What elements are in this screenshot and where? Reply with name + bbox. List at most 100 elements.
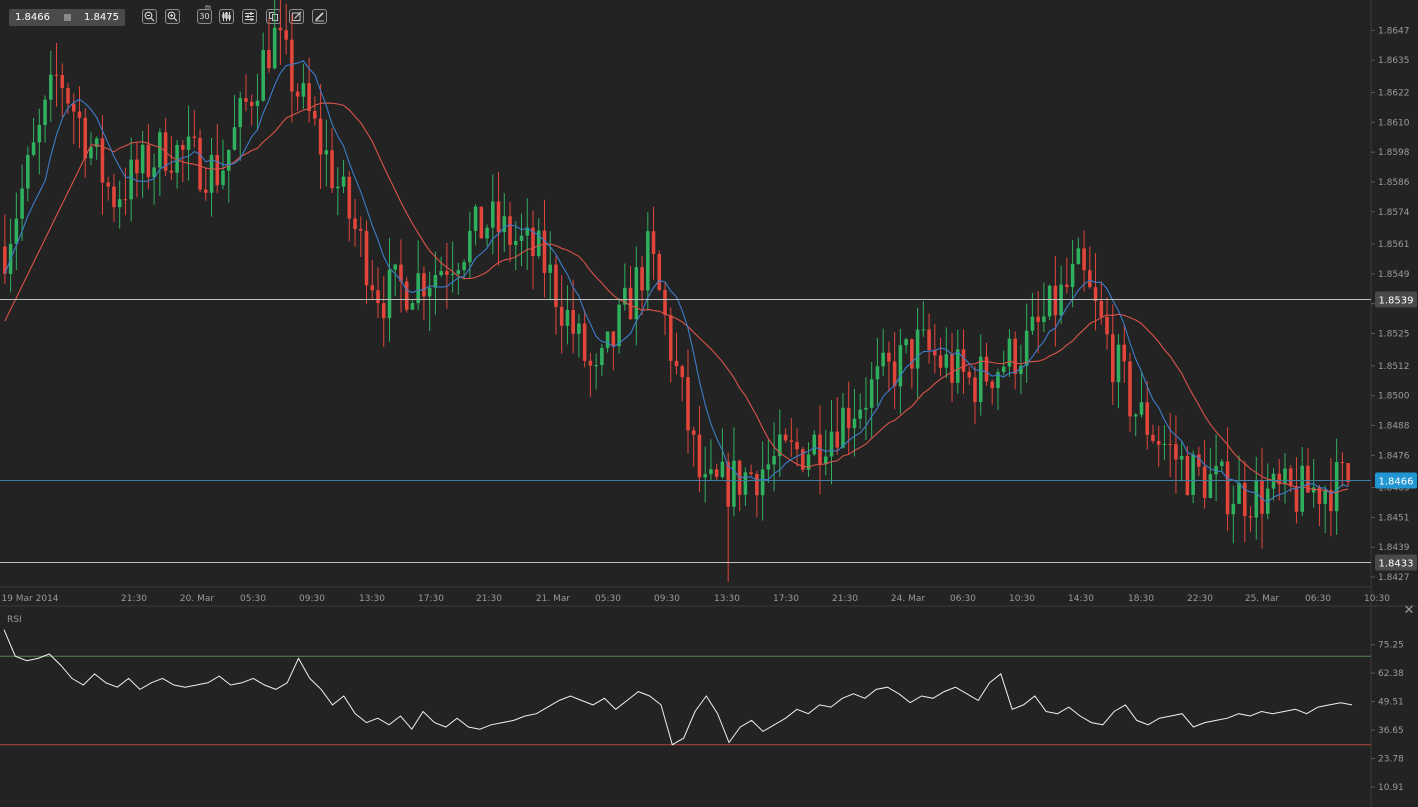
bull-candle <box>709 469 713 475</box>
bull-candle <box>410 303 415 310</box>
bull-candle <box>152 167 156 178</box>
bull-candle <box>732 460 736 507</box>
bear-candle <box>106 182 110 187</box>
bull-candle <box>829 431 834 457</box>
bull-candle <box>646 231 650 291</box>
rsi-tick-label: 23.78 <box>1378 754 1404 764</box>
bear-candle <box>1317 487 1322 504</box>
bear-candle <box>674 360 679 367</box>
bear-candle <box>146 144 151 178</box>
bull-candle <box>898 345 903 387</box>
bear-candle <box>933 350 937 356</box>
bear-candle <box>697 434 702 478</box>
bull-candle <box>1214 465 1218 475</box>
bull-candle <box>996 372 1000 389</box>
bear-candle <box>370 285 375 291</box>
bear-candle <box>112 186 116 208</box>
bear-candle <box>278 27 283 31</box>
bear-candle <box>1168 443 1172 445</box>
bull-candle <box>272 27 277 69</box>
bear-candle <box>381 303 386 319</box>
bull-candle <box>1001 366 1006 373</box>
bear-candle <box>927 329 931 351</box>
bull-candle <box>921 329 926 331</box>
bull-candle <box>232 127 237 150</box>
bear-candle <box>588 360 593 366</box>
bull-candle <box>140 144 145 174</box>
time-tick-label: 25. Mar <box>1245 594 1279 604</box>
time-tick-label: 13:30 <box>714 594 740 604</box>
bull-candle <box>1179 455 1184 460</box>
bull-candle <box>427 287 432 297</box>
bull-candle <box>864 407 868 410</box>
bear-candle <box>66 88 70 104</box>
price-level-label: 1.8539 <box>1379 296 1414 307</box>
time-tick-label: 09:30 <box>299 594 325 604</box>
bear-candle <box>508 216 512 245</box>
rsi-tick-label: 36.65 <box>1378 726 1404 736</box>
bear-candle <box>686 377 690 431</box>
bear-candle <box>1294 486 1299 512</box>
bear-candle <box>950 354 954 383</box>
bear-candle <box>60 75 65 89</box>
bull-candle <box>1237 482 1241 504</box>
ask-price: 1.8475 <box>84 11 119 23</box>
indicators-icon[interactable] <box>242 9 257 24</box>
bull-candle <box>491 201 495 228</box>
bear-candle <box>887 352 891 362</box>
price-tick-label: 1.8598 <box>1378 148 1410 158</box>
bear-candle <box>691 430 696 435</box>
bear-candle <box>1110 334 1115 383</box>
bull-candle <box>20 188 24 219</box>
bull-candle <box>956 349 960 383</box>
bear-candle <box>290 39 294 92</box>
bull-candle <box>812 434 817 455</box>
price-level-label: 1.8466 <box>1379 477 1414 488</box>
bull-candle <box>175 145 179 173</box>
time-tick-label: 22:30 <box>1187 594 1213 604</box>
bull-candle <box>43 99 47 125</box>
candlestick-type-icon[interactable] <box>219 9 234 24</box>
quote-separator-icon <box>63 13 71 21</box>
pencil-icon[interactable] <box>312 9 327 24</box>
price-tick-label: 1.8451 <box>1378 513 1410 523</box>
bear-candle <box>353 218 357 230</box>
bull-candle <box>944 354 949 368</box>
bear-candle <box>376 290 380 304</box>
chart-toolbar: 1.8466 1.8475 <box>9 8 125 26</box>
bear-candle <box>628 287 633 320</box>
time-tick-label: 18:30 <box>1128 594 1154 604</box>
price-level-label: 1.8433 <box>1379 559 1414 570</box>
bull-candle <box>158 132 162 168</box>
close-rsi-panel-icon[interactable]: ✕ <box>1403 603 1415 618</box>
bull-candle <box>94 138 99 147</box>
bull-candle <box>760 469 765 496</box>
bull-candle <box>978 356 983 403</box>
time-tick-label: 21. Mar <box>536 594 570 604</box>
bull-candle <box>1162 443 1167 445</box>
bear-candle <box>307 83 311 111</box>
bull-candle <box>261 49 265 101</box>
bear-candle <box>1093 287 1098 302</box>
zoom-out-icon[interactable] <box>142 9 157 24</box>
time-tick-label: 05:30 <box>240 594 266 604</box>
bull-candle <box>186 136 191 150</box>
bear-candle <box>198 137 202 190</box>
price-tick-label: 1.8647 <box>1378 26 1410 36</box>
bull-candle <box>301 83 306 97</box>
drawing-icon[interactable] <box>289 9 304 24</box>
bull-candle <box>1133 414 1138 417</box>
zoom-in-icon[interactable] <box>165 9 180 24</box>
bull-candle <box>439 271 443 276</box>
bull-candle <box>450 273 455 275</box>
time-tick-label: 19 Mar 2014 <box>1 594 58 604</box>
price-tick-label: 1.8439 <box>1378 543 1410 553</box>
bear-candle <box>961 349 966 372</box>
bear-candle <box>663 289 667 316</box>
bull-candle <box>1024 330 1029 366</box>
price-tick-label: 1.8500 <box>1378 392 1410 402</box>
timeframe-button[interactable]: 30 m <box>197 4 212 24</box>
bull-candle <box>209 155 214 193</box>
bear-candle <box>100 138 105 183</box>
